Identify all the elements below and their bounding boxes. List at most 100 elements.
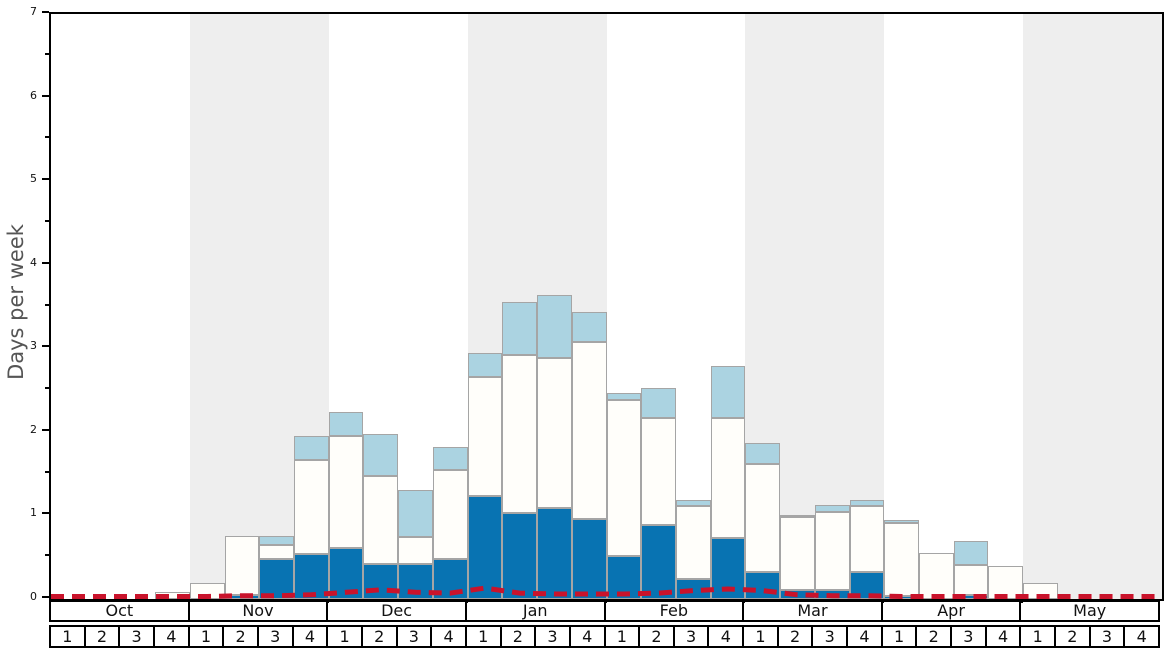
- y-major-tick: [42, 428, 49, 431]
- x-month-tick: [187, 599, 190, 603]
- bar-light-blue-segment: [571, 312, 607, 343]
- week-cell: 1: [744, 627, 779, 646]
- bar-white-segment: [953, 564, 989, 595]
- bar-white-segment: [502, 354, 538, 513]
- bar-dark-blue-segment: [537, 507, 572, 599]
- month-cell-apr: Apr: [883, 602, 1022, 620]
- x-month-tick: [1021, 599, 1024, 603]
- week-cell: 4: [432, 627, 467, 646]
- bar-light-blue-segment: [641, 388, 676, 418]
- y-major-tick: [42, 261, 49, 264]
- bar-white-segment: [745, 464, 781, 573]
- week-cell: 4: [1136, 626, 1147, 646]
- bar-dark-blue-segment: [432, 558, 468, 599]
- month-band-apr: [884, 14, 1024, 599]
- bar-white-segment: [328, 436, 364, 549]
- bar-light-blue-segment: [432, 446, 468, 471]
- week-cell: 1: [606, 627, 641, 646]
- y-minor-tick: [45, 219, 49, 222]
- bar-light-blue-segment: [398, 489, 433, 538]
- bar-dark-blue-segment: [884, 595, 919, 599]
- bar-dark-blue-segment: [363, 563, 399, 599]
- week-cell: 1: [51, 627, 86, 646]
- month-cell-oct: Oct: [51, 602, 190, 620]
- bar-white-segment: [1023, 583, 1058, 599]
- week-cell: 4: [571, 627, 606, 646]
- y-tick-label: 6: [30, 88, 37, 102]
- bar-dark-blue-segment: [745, 572, 781, 599]
- week-cell: 4: [987, 627, 1022, 646]
- x-month-tick: [882, 599, 885, 603]
- bar-white-segment: [814, 512, 850, 590]
- bar-dark-blue-segment: [571, 518, 607, 599]
- bar-white-segment: [224, 535, 260, 595]
- bar-dark-blue-segment: [814, 589, 850, 599]
- bar-light-blue-segment: [884, 519, 919, 523]
- bar-white-segment: [988, 565, 1024, 599]
- bar-white-segment: [294, 460, 329, 554]
- bar-white-segment: [849, 506, 885, 573]
- y-minor-tick: [45, 387, 49, 390]
- week-cell: 1: [328, 627, 363, 646]
- bar-white-segment: [606, 400, 642, 556]
- bar-white-segment: [189, 583, 225, 599]
- week-cell: 1: [883, 627, 918, 646]
- y-major-tick: [42, 596, 49, 598]
- bar-white-segment: [918, 553, 954, 599]
- x-month-tick: [604, 599, 607, 603]
- y-tick-label: 2: [30, 422, 37, 436]
- week-cell: 1: [467, 627, 502, 646]
- week-cell: 3: [120, 627, 155, 646]
- bar-white-segment: [675, 506, 711, 579]
- week-cell: 2: [224, 627, 259, 646]
- x-month-tick: [326, 599, 329, 603]
- bar-light-blue-segment: [780, 514, 815, 518]
- bar-dark-blue-segment: [849, 572, 885, 599]
- bar-white-segment: [259, 544, 295, 559]
- bar-white-segment: [710, 417, 746, 538]
- bar-white-segment: [571, 342, 607, 519]
- y-major-tick: [42, 11, 49, 13]
- y-minor-tick: [45, 470, 49, 473]
- bar-light-blue-segment: [710, 365, 746, 418]
- week-cell: 4: [848, 627, 883, 646]
- week-cell: 2: [86, 627, 121, 646]
- bar-dark-blue-segment: [606, 555, 642, 599]
- week-cell: 3: [398, 627, 433, 646]
- y-minor-tick: [45, 554, 49, 557]
- y-tick-label: 3: [30, 339, 37, 353]
- week-cell: 2: [917, 627, 953, 646]
- bar-light-blue-segment: [745, 442, 781, 465]
- bar-white-segment: [432, 470, 468, 559]
- bar-white-segment: [537, 358, 572, 508]
- month-cell-mar: Mar: [744, 602, 883, 620]
- week-cell: 2: [640, 627, 675, 646]
- week-cell: 3: [1091, 627, 1126, 646]
- y-minor-tick: [45, 52, 49, 55]
- y-major-tick: [42, 94, 49, 97]
- y-tick-label: 5: [30, 172, 37, 186]
- bar-dark-blue-segment: [224, 594, 260, 599]
- week-cell: 3: [536, 627, 571, 646]
- week-cell: 2: [779, 627, 814, 646]
- y-tick-label: 4: [30, 255, 37, 269]
- x-month-tick: [465, 599, 468, 603]
- y-minor-tick: [45, 136, 49, 139]
- bar-light-blue-segment: [259, 535, 295, 545]
- bar-light-blue-segment: [814, 505, 850, 513]
- bar-light-blue-segment: [606, 393, 642, 401]
- week-cell: 1: [1021, 627, 1057, 646]
- week-cell: 4: [709, 627, 745, 646]
- month-cell-jan: Jan: [467, 602, 606, 620]
- bar-white-segment: [780, 517, 815, 590]
- bar-light-blue-segment: [953, 541, 989, 565]
- month-cell-dec: Dec: [328, 602, 467, 620]
- bar-white-segment: [363, 476, 399, 564]
- week-cell: 2: [502, 627, 537, 646]
- y-major-tick: [42, 178, 49, 181]
- y-major-tick: [42, 512, 49, 515]
- month-band-may: [1023, 14, 1162, 599]
- bar-dark-blue-segment: [467, 496, 503, 599]
- bar-white-segment: [641, 417, 676, 526]
